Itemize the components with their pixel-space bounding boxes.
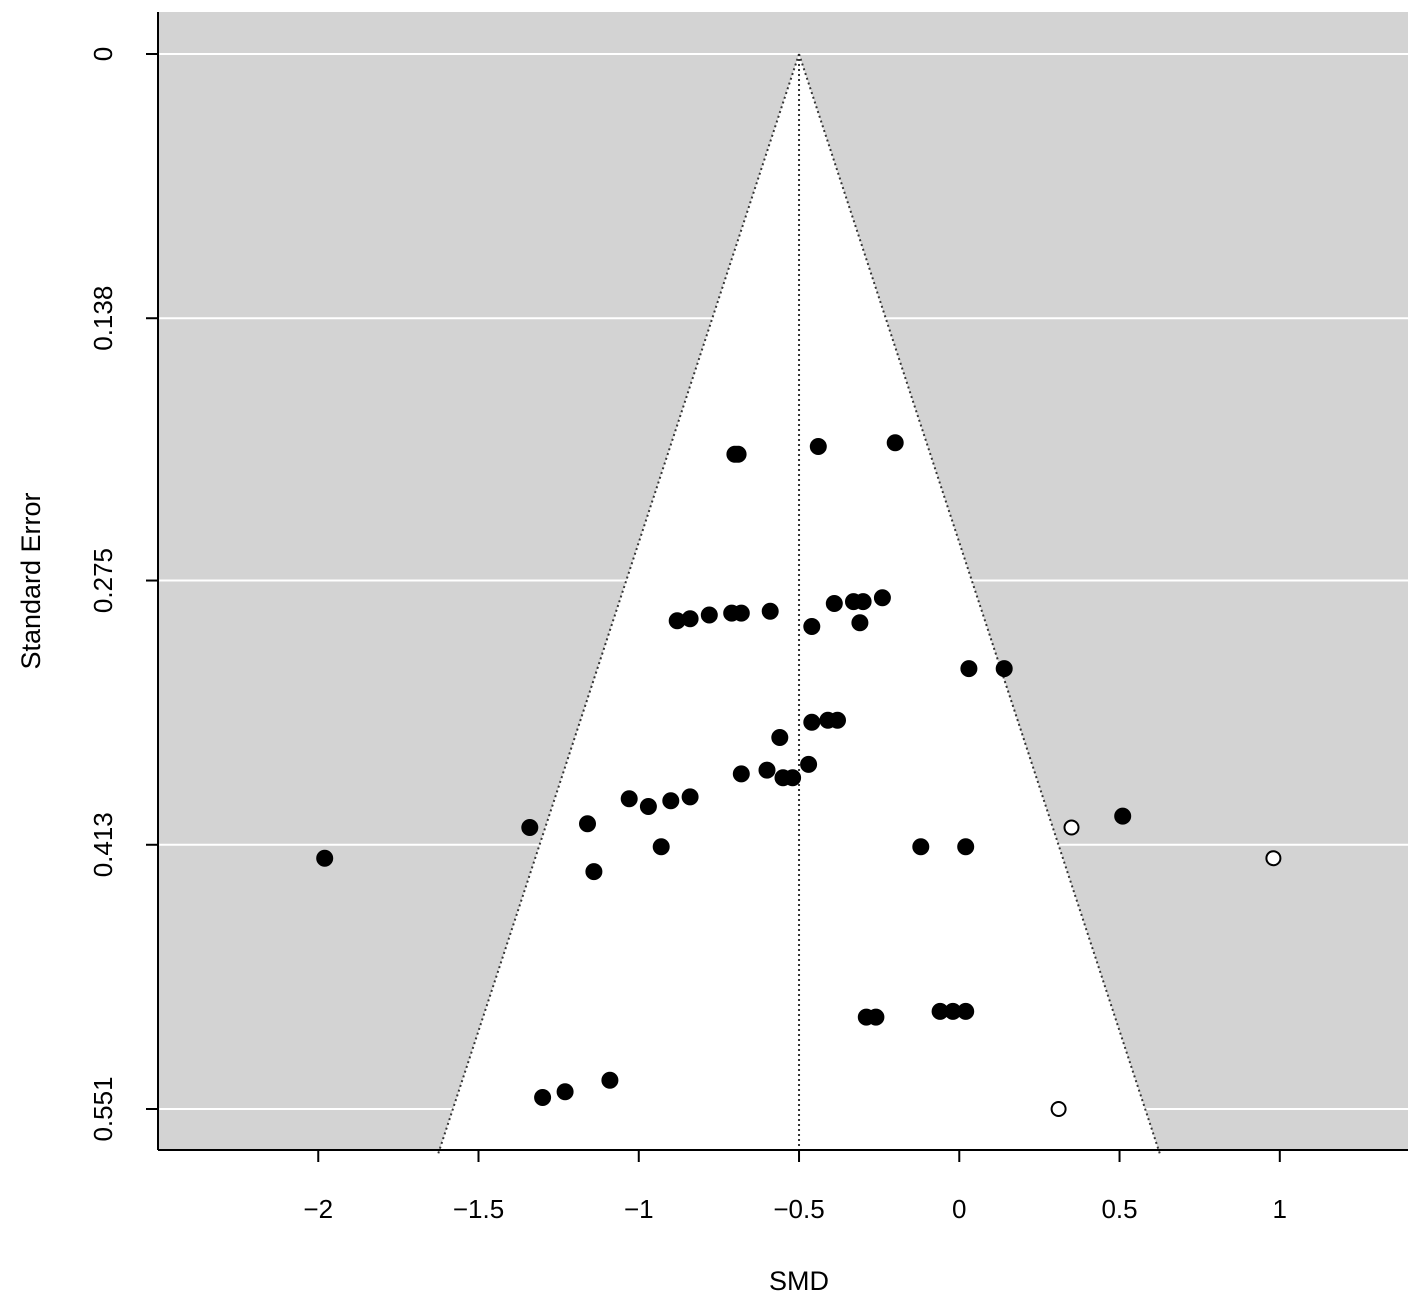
x-tick-label-2: −1 bbox=[624, 1194, 654, 1224]
study-point-27 bbox=[620, 790, 638, 808]
study-point-33 bbox=[1114, 807, 1132, 825]
study-point-13 bbox=[854, 593, 872, 611]
study-point-37 bbox=[912, 838, 930, 856]
study-point-40 bbox=[867, 1008, 885, 1026]
y-axis-title: Standard Error bbox=[16, 492, 46, 669]
study-point-23 bbox=[758, 761, 776, 779]
imputed-point-2 bbox=[1050, 1101, 1067, 1117]
study-point-29 bbox=[662, 792, 680, 810]
study-point-43 bbox=[957, 1002, 975, 1020]
study-point-5 bbox=[681, 610, 699, 628]
funnel-line-right bbox=[798, 53, 1162, 1156]
x-tick-label-3: −0.5 bbox=[773, 1194, 824, 1224]
y-tick-label-4: 0.551 bbox=[88, 1076, 118, 1141]
study-point-1 bbox=[729, 445, 747, 463]
study-point-6 bbox=[700, 606, 718, 624]
study-point-22 bbox=[732, 765, 750, 783]
x-axis-title: SMD bbox=[769, 1266, 829, 1296]
study-point-35 bbox=[585, 863, 603, 881]
study-point-15 bbox=[873, 589, 891, 607]
study-point-44 bbox=[534, 1089, 552, 1106]
x-tick-label-0: −2 bbox=[303, 1194, 333, 1224]
study-point-31 bbox=[521, 819, 539, 836]
study-point-32 bbox=[579, 815, 596, 833]
x-axis: −2 −1.5 −1 −0.5 0 0.5 1 bbox=[158, 1149, 1408, 1224]
study-point-20 bbox=[829, 711, 846, 729]
y-tick-label-2: 0.275 bbox=[88, 548, 118, 613]
study-point-16 bbox=[960, 660, 978, 678]
y-tick-label-3: 0.413 bbox=[88, 812, 118, 877]
x-tick-label-6: 1 bbox=[1273, 1194, 1287, 1224]
study-point-18 bbox=[803, 713, 821, 731]
study-point-3 bbox=[886, 434, 904, 452]
x-tick-label-4: 0 bbox=[952, 1194, 966, 1224]
study-point-8 bbox=[732, 604, 750, 622]
plot-panel bbox=[158, 12, 1408, 1156]
study-point-45 bbox=[556, 1083, 574, 1101]
study-points bbox=[316, 434, 1282, 1117]
study-point-14 bbox=[851, 614, 869, 632]
study-point-25 bbox=[784, 769, 802, 787]
funnel-confidence-lines bbox=[436, 53, 1162, 1156]
imputed-point-0 bbox=[1063, 819, 1080, 836]
study-point-30 bbox=[681, 788, 699, 806]
study-point-28 bbox=[639, 798, 657, 815]
study-point-38 bbox=[957, 838, 975, 856]
study-point-46 bbox=[601, 1071, 619, 1089]
y-tick-label-1: 0.138 bbox=[88, 286, 118, 351]
study-point-2 bbox=[809, 438, 827, 455]
study-point-11 bbox=[825, 595, 843, 612]
study-point-10 bbox=[803, 618, 821, 635]
study-point-36 bbox=[652, 838, 670, 856]
study-point-21 bbox=[771, 729, 789, 746]
y-axis: 0 0.138 0.275 0.413 0.551 bbox=[88, 12, 159, 1150]
x-tick-label-1: −1.5 bbox=[453, 1194, 504, 1224]
study-point-17 bbox=[995, 660, 1013, 678]
study-point-34 bbox=[316, 849, 334, 867]
imputed-point-1 bbox=[1265, 850, 1282, 867]
study-point-9 bbox=[761, 602, 779, 620]
study-point-26 bbox=[800, 755, 818, 773]
y-tick-label-0: 0 bbox=[88, 47, 118, 61]
funnel-line-left bbox=[436, 53, 800, 1156]
x-tick-label-5: 0.5 bbox=[1101, 1194, 1137, 1224]
